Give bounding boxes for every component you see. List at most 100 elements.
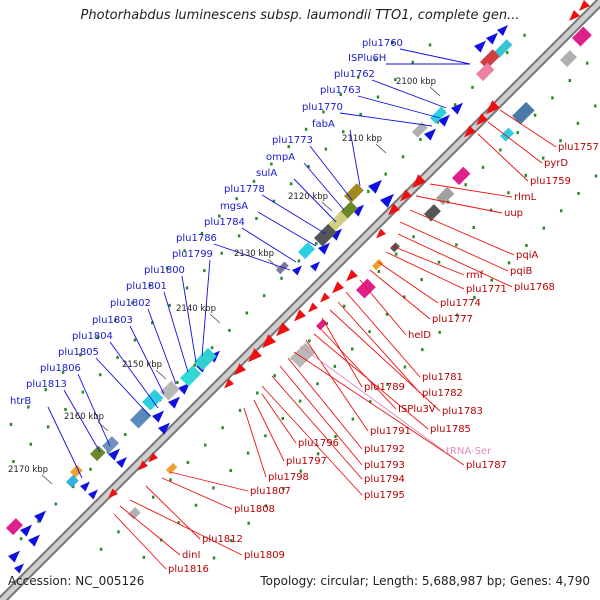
ring-tick — [210, 346, 214, 350]
reverse-gene-box — [166, 462, 178, 475]
ring-tick — [221, 426, 224, 430]
ring-tick — [280, 276, 283, 280]
reverse-gene-arrow — [569, 9, 580, 21]
ruler-tick — [267, 258, 279, 269]
reverse-gene-box — [290, 342, 316, 368]
reverse-gene-arrow — [262, 334, 276, 349]
reverse-leader — [261, 393, 297, 444]
ring-tick — [176, 380, 179, 384]
ring-tick — [419, 137, 422, 141]
reverse-gene-label: rlmL — [514, 192, 537, 203]
reverse-leader — [385, 251, 465, 290]
forward-gene-arrow — [168, 396, 180, 409]
reverse-gene-box — [500, 127, 515, 142]
forward-leader — [261, 194, 327, 235]
forward-gene-label: plu1786 — [176, 233, 217, 244]
forward-gene-arrow — [80, 481, 90, 492]
reverse-leader — [271, 375, 363, 480]
ruler-tick — [429, 86, 441, 97]
reverse-leader — [369, 269, 431, 320]
forward-gene-arrow — [292, 265, 302, 276]
ring-tick — [374, 58, 377, 62]
forward-gene-arrow — [438, 114, 450, 127]
ring-tick — [168, 303, 171, 307]
ring-tick — [368, 400, 372, 404]
ring-tick — [212, 486, 215, 490]
ring-tick — [116, 355, 119, 359]
forward-gene-arrow — [116, 457, 127, 469]
reverse-leader — [305, 339, 369, 432]
reverse-leader — [129, 499, 243, 556]
reverse-gene-arrow — [332, 281, 344, 294]
reverse-leader — [287, 357, 363, 450]
ruler-tick — [41, 474, 53, 485]
reverse-leader — [293, 351, 465, 466]
ring-tick — [29, 442, 33, 446]
forward-leader — [399, 48, 471, 65]
reverse-leader — [399, 221, 509, 272]
reverse-gene-label: plu1797 — [286, 456, 327, 467]
reverse-leader — [409, 209, 515, 256]
forward-gene-box — [130, 407, 152, 429]
forward-gene-arrow — [497, 25, 508, 37]
ring-tick — [594, 174, 598, 178]
ring-tick — [542, 226, 546, 230]
reverse-gene-label: pqiA — [516, 250, 538, 261]
ring-tick — [322, 110, 325, 114]
forward-gene-label: plu1762 — [334, 69, 375, 80]
ring-tick — [203, 269, 206, 273]
reverse-gene-label: plu1781 — [422, 372, 463, 383]
ring-tick — [185, 286, 189, 290]
ring-tick — [551, 96, 554, 100]
ring-tick — [472, 225, 475, 229]
ring-tick — [299, 469, 303, 473]
reverse-gene-label: plu1812 — [202, 534, 243, 545]
reverse-gene-label: plu1798 — [268, 472, 309, 483]
forward-gene-arrow — [318, 242, 330, 255]
reverse-gene-label: plu1782 — [422, 388, 463, 399]
forward-leader — [47, 406, 83, 479]
forward-gene-arrow — [152, 410, 164, 423]
reverse-gene-box — [560, 50, 577, 68]
reverse-gene-label: plu1777 — [432, 314, 473, 325]
ring-tick — [356, 75, 360, 79]
ring-tick — [585, 61, 589, 65]
forward-leader — [201, 259, 211, 357]
reverse-leader — [161, 477, 233, 510]
ring-tick — [37, 519, 40, 523]
ring-tick — [183, 249, 186, 253]
forward-gene-box — [479, 49, 500, 70]
ring-tick — [273, 374, 276, 378]
forward-gene-label: plu1806 — [40, 363, 81, 374]
accession-text: Accession: NC_005126 — [8, 574, 145, 588]
ring-tick — [255, 217, 258, 221]
ring-tick — [212, 556, 216, 560]
ruler-tick — [209, 313, 221, 324]
reverse-leader — [329, 309, 441, 412]
ring-tick — [403, 365, 407, 369]
reverse-leader — [113, 513, 167, 570]
reverse-gene-arrow — [148, 452, 158, 463]
forward-gene-arrow — [28, 534, 40, 547]
ring-tick — [46, 425, 50, 429]
reverse-gene-box — [128, 506, 141, 520]
forward-leader — [293, 178, 337, 223]
ring-tick — [403, 295, 406, 299]
reverse-gene-arrow — [388, 203, 400, 216]
ring-tick — [228, 328, 231, 332]
ruler-label: 2140 kbp — [176, 304, 216, 314]
reverse-gene-arrow — [320, 292, 330, 303]
ring-tick — [282, 487, 285, 491]
reverse-leader — [279, 365, 363, 466]
reverse-leader — [499, 109, 557, 148]
ring-tick — [186, 460, 190, 464]
reverse-leader — [119, 505, 181, 556]
forward-gene-arrow — [352, 204, 364, 217]
ring-tick — [246, 451, 250, 455]
ring-tick — [44, 388, 47, 392]
ring-tick — [193, 363, 196, 367]
forward-gene-arrow — [368, 179, 382, 194]
reverse-gene-arrow — [486, 100, 500, 115]
forward-leader — [181, 275, 197, 363]
forward-gene-arrow — [34, 510, 46, 523]
